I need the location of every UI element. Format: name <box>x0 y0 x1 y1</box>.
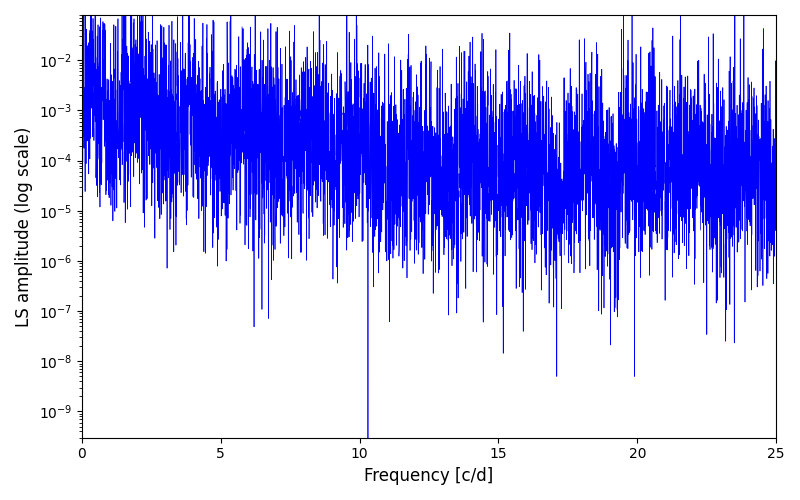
X-axis label: Frequency [c/d]: Frequency [c/d] <box>364 467 494 485</box>
Y-axis label: LS amplitude (log scale): LS amplitude (log scale) <box>15 126 33 326</box>
